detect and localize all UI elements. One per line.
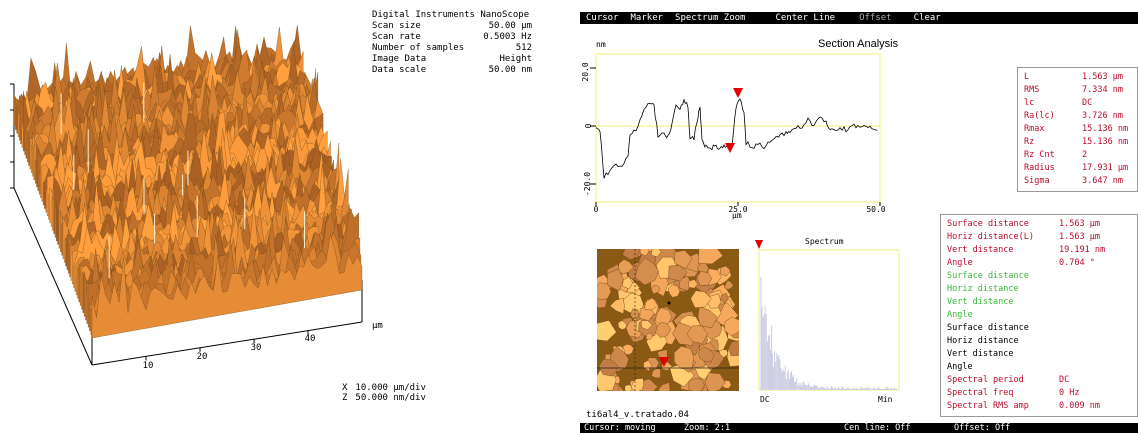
y-tick-label: 20.0	[581, 62, 590, 81]
frame-left-edge	[13, 187, 93, 366]
cursor-marker-red[interactable]	[725, 143, 735, 153]
x-axis-unit: µm	[372, 321, 383, 331]
profile-line	[595, 98, 878, 179]
z-scale-label: Z	[342, 393, 348, 403]
menu-marker[interactable]: Marker	[630, 13, 664, 23]
scan-info-block: Digital Instruments NanoScope Scan size 5…	[372, 10, 532, 76]
scale-info-block: X 10.000 µm/div Z 50.000 nm/div	[342, 383, 426, 403]
cursor-marker-red[interactable]	[733, 88, 743, 98]
status-cursor: Cursor: moving	[584, 423, 656, 433]
z-scale-value: 50.000 nm/div	[355, 393, 426, 403]
file-name-label: ti6al4_v.tratado.04	[586, 410, 689, 420]
surface-3d-plot: 10 20 30 40 µm	[10, 25, 383, 371]
status-bar: Cursor: moving Zoom: 2:1 Cen line: Off O…	[580, 423, 1138, 433]
x-scale-label: X	[342, 383, 348, 393]
distance-measurements-box: Surface distance 1.563 µm Horiz distance(…	[940, 214, 1138, 417]
x-axis-line	[91, 321, 363, 366]
spectrum-x-right-label: Min	[878, 395, 893, 404]
spectrum-cursor-marker[interactable]	[755, 240, 763, 249]
x-scale-value: 10.000 µm/div	[355, 383, 426, 393]
menu-cursor[interactable]: Cursor	[586, 13, 619, 23]
spectrum-plot[interactable]	[755, 240, 905, 392]
x-axis-unit-label: µm	[732, 211, 742, 220]
scan-info-row: Scan size 50.00 µm	[372, 21, 532, 31]
menu-center-line[interactable]: Center Line	[775, 13, 836, 23]
surface-mesh	[13, 25, 363, 339]
cursor-dot	[667, 301, 671, 305]
x-tick-label: 0	[594, 205, 599, 214]
scan-info-row: Data scale 50.00 nm	[372, 65, 532, 75]
menu-clear[interactable]: Clear	[913, 13, 941, 23]
section-analysis-title: Section Analysis	[818, 38, 899, 50]
x-tick-label-3d: 20	[197, 352, 208, 362]
x-tick-label-3d: 40	[305, 334, 316, 344]
x-tick-label: 50.0	[866, 205, 885, 214]
scan-info-row: Number of samples 512	[372, 43, 532, 53]
section-profile-plot[interactable]: 20.0 0 -20.0 0 25.0 50.0	[580, 46, 890, 216]
menu-bar: Cursor Marker Spectrum Zoom Center Line …	[580, 12, 1138, 24]
roughness-stats-box: L 1.563 µm RMS 7.334 nm lc DC Ra(lc) 3.726 n…	[1017, 67, 1138, 192]
status-cen-line: Cen line: Off	[844, 423, 911, 433]
cursor-marker-red[interactable]	[659, 357, 669, 367]
scan-info-header: Digital Instruments NanoScope	[372, 10, 530, 20]
spectrum-x-left-label: DC	[760, 395, 770, 404]
scan-info-row: Scan rate 0.5003 Hz	[372, 32, 532, 42]
menu-spectrum-zoom[interactable]: Spectrum Zoom	[675, 13, 746, 23]
x-tick-label: 25.0	[728, 205, 747, 214]
status-offset: Offset: Off	[954, 423, 1011, 433]
y-axis-unit: nm	[596, 40, 606, 49]
topography-thumbnail[interactable]	[597, 249, 739, 391]
spectrum-title: Spectrum	[805, 237, 844, 246]
y-tick-label: 0	[584, 123, 593, 128]
menu-offset[interactable]: Offset	[859, 13, 892, 23]
y-tick-label: -20.0	[583, 172, 592, 196]
scan-info-row: Image Data Height	[372, 54, 532, 64]
plot-frame	[595, 53, 881, 203]
surface-3d-panel: 10 20 30 40 µm Digital Instruments NanoScop…	[10, 10, 532, 403]
status-zoom: Zoom: 2:1	[684, 423, 731, 433]
x-tick-label-3d: 30	[251, 343, 262, 353]
x-tick-label-3d: 10	[143, 361, 154, 371]
